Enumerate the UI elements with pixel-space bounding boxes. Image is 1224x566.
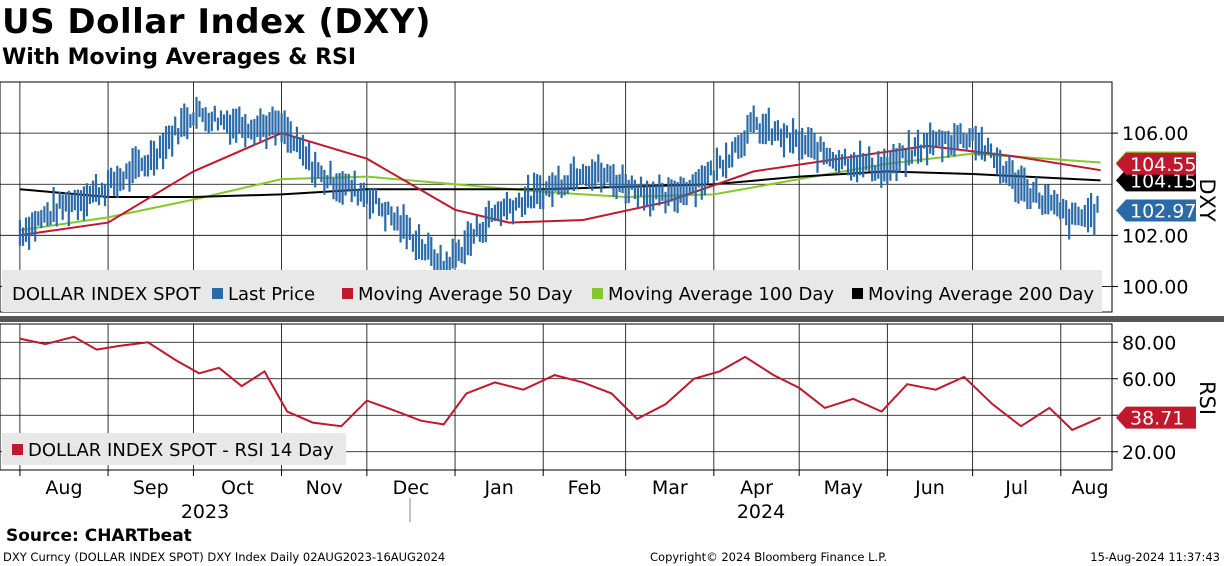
last-price-label: 102.97	[1130, 201, 1196, 223]
rsi-legend: DOLLAR INDEX SPOT - RSI 14 Day	[2, 433, 346, 465]
x-month-label: May	[824, 477, 863, 499]
year-label-2024: 2024	[737, 501, 785, 523]
series-line-rsi	[19, 335, 1101, 432]
x-month-label: Jun	[914, 477, 945, 499]
chart-canvas: 100.00 102.00 106.00 20.00 60.00 80.00 DXY RSI 1…	[0, 81, 1224, 523]
series-line-ma50	[19, 132, 1101, 237]
rsi-last-label: 38.71	[1130, 408, 1184, 430]
x-month-label: Oct	[221, 477, 254, 499]
rsi-legend-bg	[2, 433, 346, 465]
rsi-last-label-box	[1116, 406, 1196, 429]
x-month-label: Aug	[1071, 477, 1108, 499]
x-month-label: Jan	[483, 477, 513, 499]
legend-label-1: Last Price	[228, 284, 315, 305]
price-legend-bg	[2, 270, 1102, 312]
panel-divider	[0, 316, 1224, 322]
legend-label-3: Moving Average 100 Day	[608, 284, 834, 305]
x-month-label: Nov	[306, 477, 343, 499]
legend-label-index: DOLLAR INDEX SPOT	[12, 284, 202, 305]
ma50-last-label: 104.55	[1130, 154, 1196, 176]
legend-swatch-4	[852, 288, 863, 299]
x-month-label: Dec	[393, 477, 430, 499]
rsi-ytick-label: 80.00	[1122, 332, 1176, 354]
rsi-axis-title: RSI	[1195, 381, 1219, 415]
x-month-label: Apr	[740, 477, 773, 499]
x-month-label: Mar	[652, 477, 688, 499]
x-month-label: Feb	[568, 477, 602, 499]
chart-title: US Dollar Index (DXY)	[2, 2, 432, 42]
rsi-ytick-label: 60.00	[1122, 369, 1176, 391]
chart-subtitle: With Moving Averages & RSI	[2, 45, 357, 70]
x-month-label: Sep	[133, 477, 169, 499]
legend-label-4: Moving Average 200 Day	[868, 284, 1094, 305]
legend-label-2: Moving Average 50 Day	[358, 284, 573, 305]
year-label-2023: 2023	[181, 501, 229, 523]
legend-swatch-1	[212, 288, 223, 299]
ma50-last-label-box	[1116, 152, 1196, 175]
price-ytick-label: 106.00	[1122, 123, 1188, 145]
ma200-last-label-box	[1116, 169, 1196, 192]
source-label: Source: CHARTbeat	[6, 526, 192, 546]
x-month-label: Jul	[1004, 477, 1028, 499]
rsi-ytick-label: 20.00	[1122, 442, 1176, 464]
rsi-legend-swatch	[12, 444, 23, 455]
ma200-last-label: 104.15	[1130, 170, 1196, 192]
rsi-legend-label: DOLLAR INDEX SPOT - RSI 14 Day	[28, 440, 334, 461]
series-last-price	[18, 96, 1099, 283]
ticker-info: DXY Curncy (DOLLAR INDEX SPOT) DXY Index…	[3, 550, 446, 564]
copyright: Copyright© 2024 Bloomberg Finance L.P.	[650, 550, 887, 564]
last-price-label-box	[1116, 199, 1196, 222]
price-ytick-label: 102.00	[1122, 225, 1188, 247]
legend-swatch-2	[342, 288, 353, 299]
x-month-label: Aug	[45, 477, 82, 499]
price-ytick-label: 100.00	[1122, 276, 1188, 298]
legend-swatch-3	[592, 288, 603, 299]
price-axis-title: DXY	[1195, 178, 1219, 222]
timestamp: 15-Aug-2024 11:37:43	[1090, 550, 1220, 564]
price-legend: DOLLAR INDEX SPOT Last Price Moving Averag…	[2, 270, 1102, 312]
